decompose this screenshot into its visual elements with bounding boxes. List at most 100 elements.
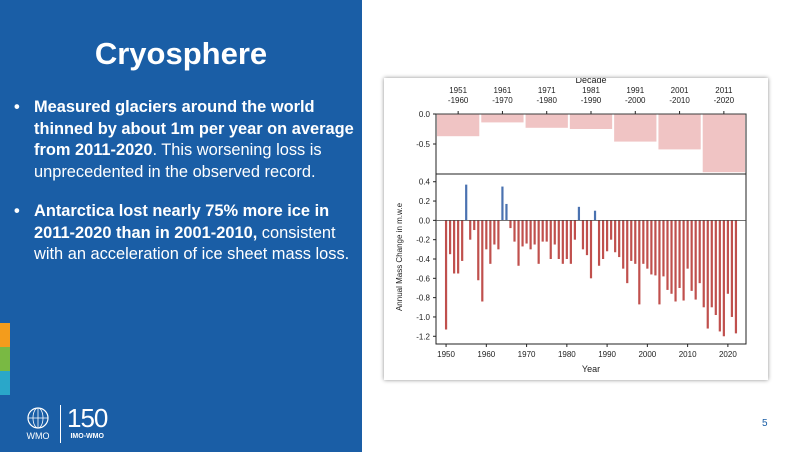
- bullet-bold-text: Antarctica lost nearly 75% more ice in 2…: [34, 202, 330, 242]
- bullet-list: • Measured glaciers around the world thi…: [14, 97, 354, 284]
- annual-y-tick-label: -0.6: [416, 274, 430, 283]
- annual-y-tick-label: -0.4: [416, 255, 430, 264]
- annual-bar: [581, 220, 585, 250]
- annual-bar: [630, 220, 633, 261]
- decade-y-tick-label: -0.5: [416, 140, 430, 149]
- annual-bar: [541, 220, 544, 242]
- decade-tick-label: -2010: [669, 96, 690, 105]
- annual-bar: [622, 220, 625, 269]
- annual-bar: [517, 220, 520, 266]
- annual-bar: [698, 220, 701, 284]
- annual-bar: [686, 220, 689, 269]
- bullet-text: Antarctica lost nearly 75% more ice in 2…: [34, 201, 354, 266]
- annual-bar: [694, 220, 697, 300]
- annual-y-tick-label: -0.2: [416, 236, 430, 245]
- annual-bar: [545, 220, 548, 242]
- annual-bar: [469, 220, 472, 240]
- decade-tick-label: -1980: [536, 96, 557, 105]
- annual-bar: [448, 220, 452, 255]
- bullet-text: Measured glaciers around the world thinn…: [34, 97, 354, 183]
- annual-bar: [585, 220, 589, 256]
- annual-bar: [614, 220, 617, 253]
- annual-bar: [577, 206, 581, 221]
- annual-y-tick-label: -0.8: [416, 294, 430, 303]
- annual-bar: [666, 220, 669, 290]
- decade-tick-label: 2011: [715, 86, 733, 95]
- wmo-label: WMO: [26, 431, 50, 441]
- annual-bar: [457, 220, 460, 274]
- decade-tick-label: 1971: [538, 86, 556, 95]
- annual-bar: [638, 220, 641, 305]
- wmo-emblem-icon: [27, 407, 49, 429]
- annual-bar: [549, 220, 552, 259]
- bullet-marker: •: [14, 98, 20, 116]
- annual-bar: [553, 220, 556, 245]
- annual-bar: [453, 220, 456, 274]
- annual-bar: [601, 220, 605, 259]
- decade-tick-label: -1990: [581, 96, 602, 105]
- anniversary-label: IMO-WMO: [70, 433, 104, 440]
- bullet-item: • Measured glaciers around the world thi…: [14, 97, 354, 183]
- annual-bar: [726, 220, 729, 294]
- annual-y-tick-label: -1.2: [416, 332, 430, 341]
- annual-bar: [521, 220, 524, 247]
- annual-bar: [561, 220, 564, 264]
- annual-bar: [444, 220, 448, 330]
- annual-bar: [678, 220, 681, 288]
- decade-bar: [658, 114, 701, 150]
- annual-x-tick-label: 1990: [598, 350, 616, 359]
- decade-bar: [614, 114, 657, 142]
- bullet-bold-text: Measured glaciers around the world thinn…: [34, 98, 354, 159]
- logo-area: WMO 150 IMO-WMO: [22, 405, 132, 449]
- bullet-normal-text: consistent with an acceleration of ice s…: [34, 223, 350, 264]
- decade-bar: [702, 114, 745, 173]
- annual-x-tick-label: 1970: [518, 350, 536, 359]
- anniversary-number: 150: [67, 403, 108, 433]
- decade-tick-label: 1981: [582, 86, 600, 95]
- annual-x-tick-label: 2010: [679, 350, 697, 359]
- annual-bar: [710, 220, 713, 308]
- annual-bar: [501, 186, 504, 221]
- annual-bar: [610, 220, 613, 240]
- annual-y-tick-label: 0.0: [419, 216, 431, 225]
- annual-x-axis-title: Year: [582, 364, 600, 374]
- annual-bar: [461, 220, 464, 261]
- annual-bar: [606, 220, 609, 252]
- annual-bar: [525, 220, 528, 244]
- annual-bar: [505, 203, 508, 221]
- annual-bar: [481, 220, 484, 302]
- annual-x-tick-label: 1960: [477, 350, 495, 359]
- annual-bar: [718, 220, 721, 332]
- decade-tick-label: -1970: [492, 96, 513, 105]
- annual-x-tick-label: 1950: [437, 350, 455, 359]
- annual-bar: [722, 220, 725, 337]
- decade-tick-label: 1991: [626, 86, 644, 95]
- annual-bar: [662, 220, 665, 277]
- bullet-marker: •: [14, 202, 20, 220]
- decade-bar: [525, 114, 568, 128]
- logo-divider: [60, 405, 61, 443]
- decade-bar: [569, 114, 613, 129]
- annual-bar: [734, 220, 738, 334]
- annual-bar: [589, 220, 593, 279]
- decade-tick-label: -2020: [714, 96, 735, 105]
- annual-bar: [682, 220, 685, 301]
- annual-bar: [497, 220, 500, 250]
- bullet-item: • Antarctica lost nearly 75% more ice in…: [14, 201, 354, 266]
- annual-y-tick-label: 0.2: [419, 197, 431, 206]
- color-strip-orange: [0, 323, 10, 347]
- annual-bar: [730, 220, 734, 317]
- decade-tick-label: 2001: [671, 86, 689, 95]
- decade-tick-label: -1960: [448, 96, 469, 105]
- annual-bar: [690, 220, 693, 291]
- annual-bar: [674, 220, 677, 302]
- glacier-mass-chart: 0.0 -0.5 Decade 1951-1960 1961-1970 1971-1980…: [395, 75, 747, 374]
- decade-bar: [437, 114, 480, 137]
- annual-bar: [473, 220, 476, 231]
- annual-bar: [533, 220, 536, 245]
- annual-bar: [493, 220, 496, 245]
- annual-bar: [702, 220, 705, 308]
- annual-bar: [658, 220, 661, 305]
- annual-bar: [485, 220, 488, 250]
- annual-x-tick-label: 2000: [638, 350, 656, 359]
